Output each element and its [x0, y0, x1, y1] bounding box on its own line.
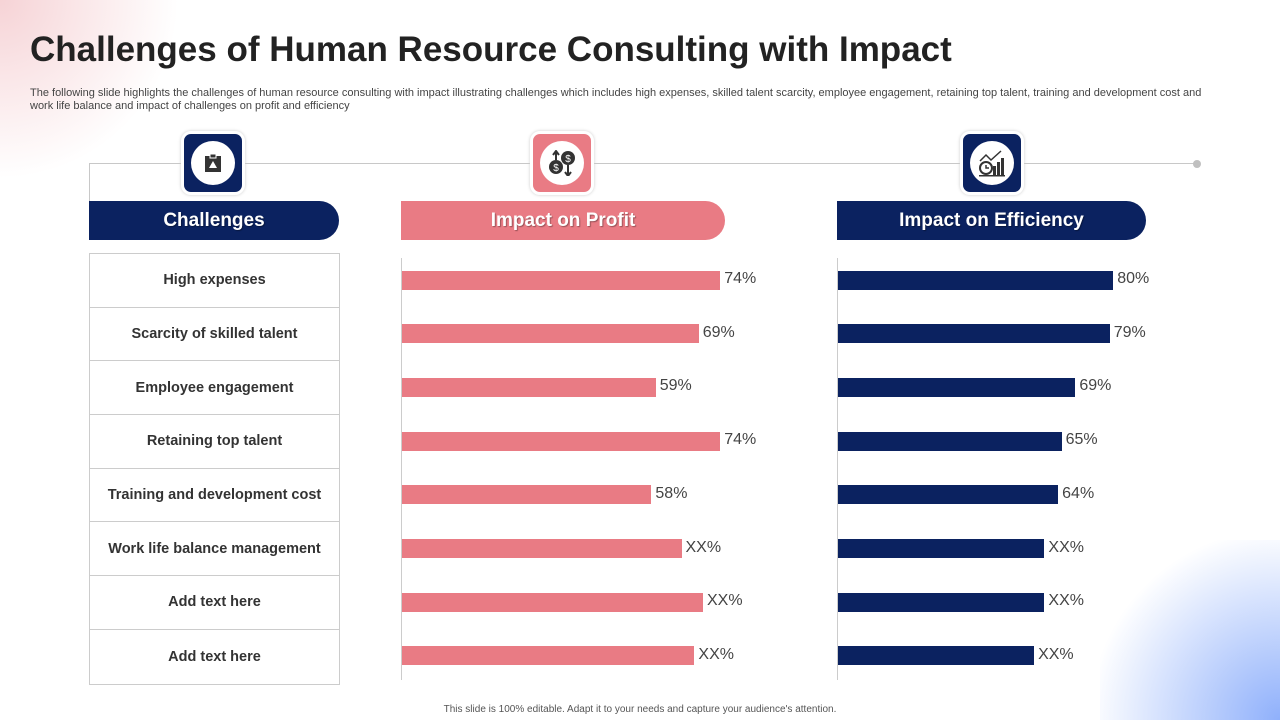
- efficiency-bar-label: XX%: [1048, 538, 1084, 556]
- efficiency-bar: [838, 270, 1114, 290]
- efficiency-icon-box: [960, 131, 1024, 195]
- profit-chart-axis: [401, 258, 402, 680]
- profit-icon-box: $ $: [530, 131, 594, 195]
- efficiency-header: Impact on Efficiency: [837, 201, 1146, 240]
- profit-bar: [402, 485, 652, 505]
- profit-bar-label: 74%: [724, 431, 757, 449]
- profit-header: Impact on Profit: [401, 201, 725, 240]
- profit-bar-label: 58%: [655, 484, 688, 502]
- efficiency-bar-label: XX%: [1038, 645, 1074, 663]
- profit-bar: [402, 592, 703, 612]
- challenge-row: Add text here: [168, 648, 261, 665]
- challenge-row: Add text here: [90, 576, 339, 630]
- profit-bar: [402, 539, 682, 558]
- challenge-row: Training and development cost: [90, 469, 339, 523]
- profit-bar: [402, 431, 721, 451]
- efficiency-bar-label: XX%: [1048, 592, 1084, 610]
- challenges-table: High expenses Scarcity of skilled talent…: [89, 253, 340, 685]
- profit-bar: [402, 646, 695, 666]
- page-title: Challenges of Human Resource Consulting …: [30, 30, 952, 69]
- challenges-icon-box: [181, 131, 245, 195]
- efficiency-bar: [838, 324, 1110, 344]
- decor-blob-blue: [1100, 540, 1280, 720]
- profit-bar-label: XX%: [685, 538, 722, 556]
- svg-text:$: $: [565, 154, 571, 165]
- challenge-row: Retaining top talent: [90, 415, 339, 469]
- efficiency-bar-label: 80%: [1117, 270, 1150, 287]
- subtitle: The following slide highlights the chall…: [30, 87, 1202, 112]
- profit-bar-label: 74%: [724, 270, 757, 287]
- profit-bar: [402, 270, 721, 290]
- dollar-up-down-icon: $$: [549, 150, 575, 176]
- challenge-row: Employee engagement: [90, 361, 339, 416]
- efficiency-bar: [838, 539, 1045, 558]
- efficiency-bar: [838, 485, 1059, 505]
- efficiency-chart-axis: [837, 258, 838, 680]
- clipboard-warning-icon: [205, 153, 221, 172]
- profit-bar-label: 69%: [702, 323, 735, 341]
- profit-bar-label: XX%: [698, 645, 734, 663]
- profit-bar: [402, 377, 656, 397]
- efficiency-bar-label: 64%: [1062, 484, 1095, 502]
- challenges-header: Challenges: [89, 201, 339, 240]
- challenge-row: Work life balance management: [90, 522, 339, 577]
- profit-bar-label: 59%: [659, 377, 692, 395]
- efficiency-bar: [838, 592, 1045, 612]
- timeline-line-vertical: [89, 163, 90, 203]
- timeline-end-dot: [1193, 160, 1201, 168]
- timeline-line: [89, 163, 1197, 164]
- efficiency-bar: [838, 431, 1062, 451]
- efficiency-bar-label: 65%: [1065, 431, 1098, 449]
- efficiency-bar: [838, 377, 1076, 397]
- efficiency-bar-label: 79%: [1113, 323, 1146, 341]
- challenge-row: Scarcity of skilled talent: [90, 308, 339, 362]
- clock-chart-growth-icon: [979, 150, 1005, 177]
- challenge-row: High expenses: [90, 254, 339, 308]
- efficiency-bar: [838, 646, 1035, 666]
- svg-text:$: $: [553, 163, 559, 174]
- decor-blob-pink: [0, 0, 180, 180]
- profit-bar: [402, 324, 699, 344]
- efficiency-bar-label: 69%: [1079, 377, 1112, 395]
- profit-bar-label: XX%: [707, 592, 743, 610]
- footer-note: This slide is 100% editable. Adapt it to…: [443, 704, 837, 715]
